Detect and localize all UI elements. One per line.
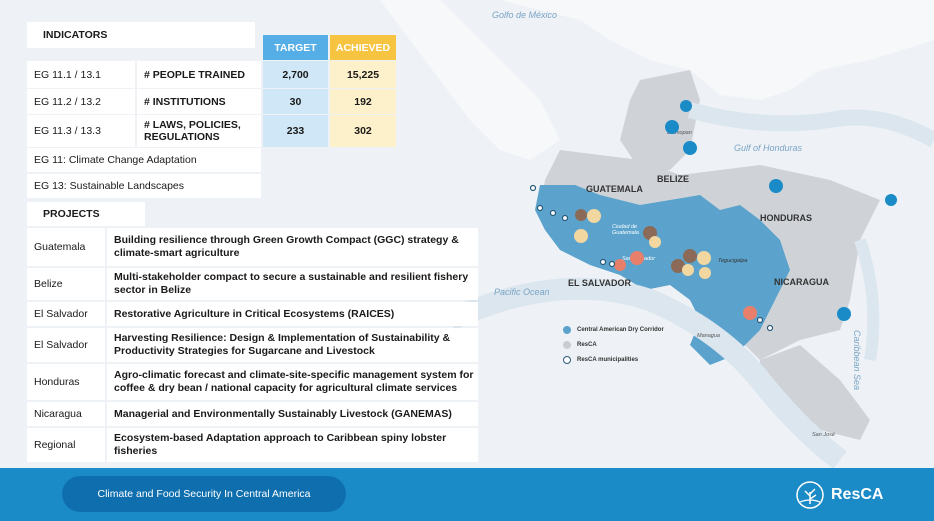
legend-resca: ResCA	[563, 341, 597, 349]
resca-tree-icon	[796, 481, 824, 509]
map-country-belize: BELIZE	[657, 174, 690, 184]
indicator-target-value: 233	[263, 115, 328, 147]
project-country: Guatemala	[27, 228, 105, 266]
project-country: Nicaragua	[27, 402, 105, 426]
legend-label: Central American Dry Corridor	[577, 327, 664, 333]
map-water-label-gulf-mexico: Golfo de México	[492, 10, 558, 20]
indicator-code: EG 11.3 / 13.3	[27, 115, 135, 147]
indicator-code: EG 11.1 / 13.1	[27, 61, 135, 88]
indicator-note: EG 13: Sustainable Landscapes	[27, 174, 261, 198]
map-city-belmopan: Belmopan	[667, 130, 692, 136]
indicator-name: # LAWS, POLICIES, REGULATIONS	[137, 115, 261, 147]
project-name: Restorative Agriculture in Critical Ecos…	[107, 302, 478, 326]
legend-swatch-dry-corridor	[563, 326, 571, 334]
map-country-el-salvador: EL SALVADOR	[568, 278, 632, 288]
map-city-san-salvador: San Salvador	[622, 256, 656, 262]
project-name: Ecosystem-based Adaptation approach to C…	[107, 428, 478, 462]
project-name: Agro-climatic forecast and climate-site-…	[107, 364, 478, 400]
legend-swatch-municipalities	[563, 356, 571, 364]
project-name: Harvesting Resilience: Design & Implemen…	[107, 328, 478, 362]
resca-logo: ResCA	[795, 478, 905, 512]
projects-title: PROJECTS	[27, 202, 145, 226]
map-water-label-caribbean: Caribbean Sea	[852, 330, 862, 391]
project-country: Belize	[27, 268, 105, 300]
legend-label: ResCA municipalities	[577, 357, 639, 363]
project-country: Regional	[27, 428, 105, 462]
legend-swatch-resca	[563, 341, 571, 349]
map-country-honduras: HONDURAS	[760, 213, 813, 223]
indicator-note: EG 11: Climate Change Adaptation	[27, 148, 261, 172]
legend-municipalities: ResCA municipalities	[563, 356, 638, 364]
map-country-guatemala: GUATEMALA	[586, 184, 643, 194]
map-country-nicaragua: NICARAGUA	[774, 277, 829, 287]
map-city-managua: Managua	[697, 333, 720, 339]
target-column-header: TARGET	[263, 35, 328, 60]
map-city-san-jose: San José	[812, 432, 835, 438]
indicator-achieved-value: 15,225	[330, 61, 396, 88]
legend-label: ResCA	[577, 342, 597, 348]
legend-dry-corridor: Central American Dry Corridor	[563, 326, 664, 334]
logo-text: ResCA	[831, 486, 884, 503]
map-water-label-gulf-honduras: Gulf of Honduras	[734, 143, 803, 153]
indicator-name: # PEOPLE TRAINED	[137, 61, 261, 88]
map-city-guatemala: Ciudad de Guatemala	[612, 224, 639, 236]
project-name: Building resilience through Green Growth…	[107, 228, 478, 266]
indicator-code: EG 11.2 / 13.2	[27, 89, 135, 114]
project-country: El Salvador	[27, 302, 105, 326]
indicator-name: # INSTITUTIONS	[137, 89, 261, 114]
indicator-target-value: 2,700	[263, 61, 328, 88]
project-name: Managerial and Environmentally Sustainab…	[107, 402, 478, 426]
indicator-target-value: 30	[263, 89, 328, 114]
footer-title: Climate and Food Security In Central Ame…	[62, 476, 346, 512]
map-city-tegucigalpa: Tegucigalpa	[718, 258, 748, 264]
indicators-title: INDICATORS	[27, 22, 255, 48]
project-country: Honduras	[27, 364, 105, 400]
indicator-achieved-value: 192	[330, 89, 396, 114]
achieved-column-header: ACHIEVED	[330, 35, 396, 60]
project-name: Multi-stakeholder compact to secure a su…	[107, 268, 478, 300]
indicator-achieved-value: 302	[330, 115, 396, 147]
map-water-label-pacific: Pacific Ocean	[494, 287, 550, 297]
project-country: El Salvador	[27, 328, 105, 362]
